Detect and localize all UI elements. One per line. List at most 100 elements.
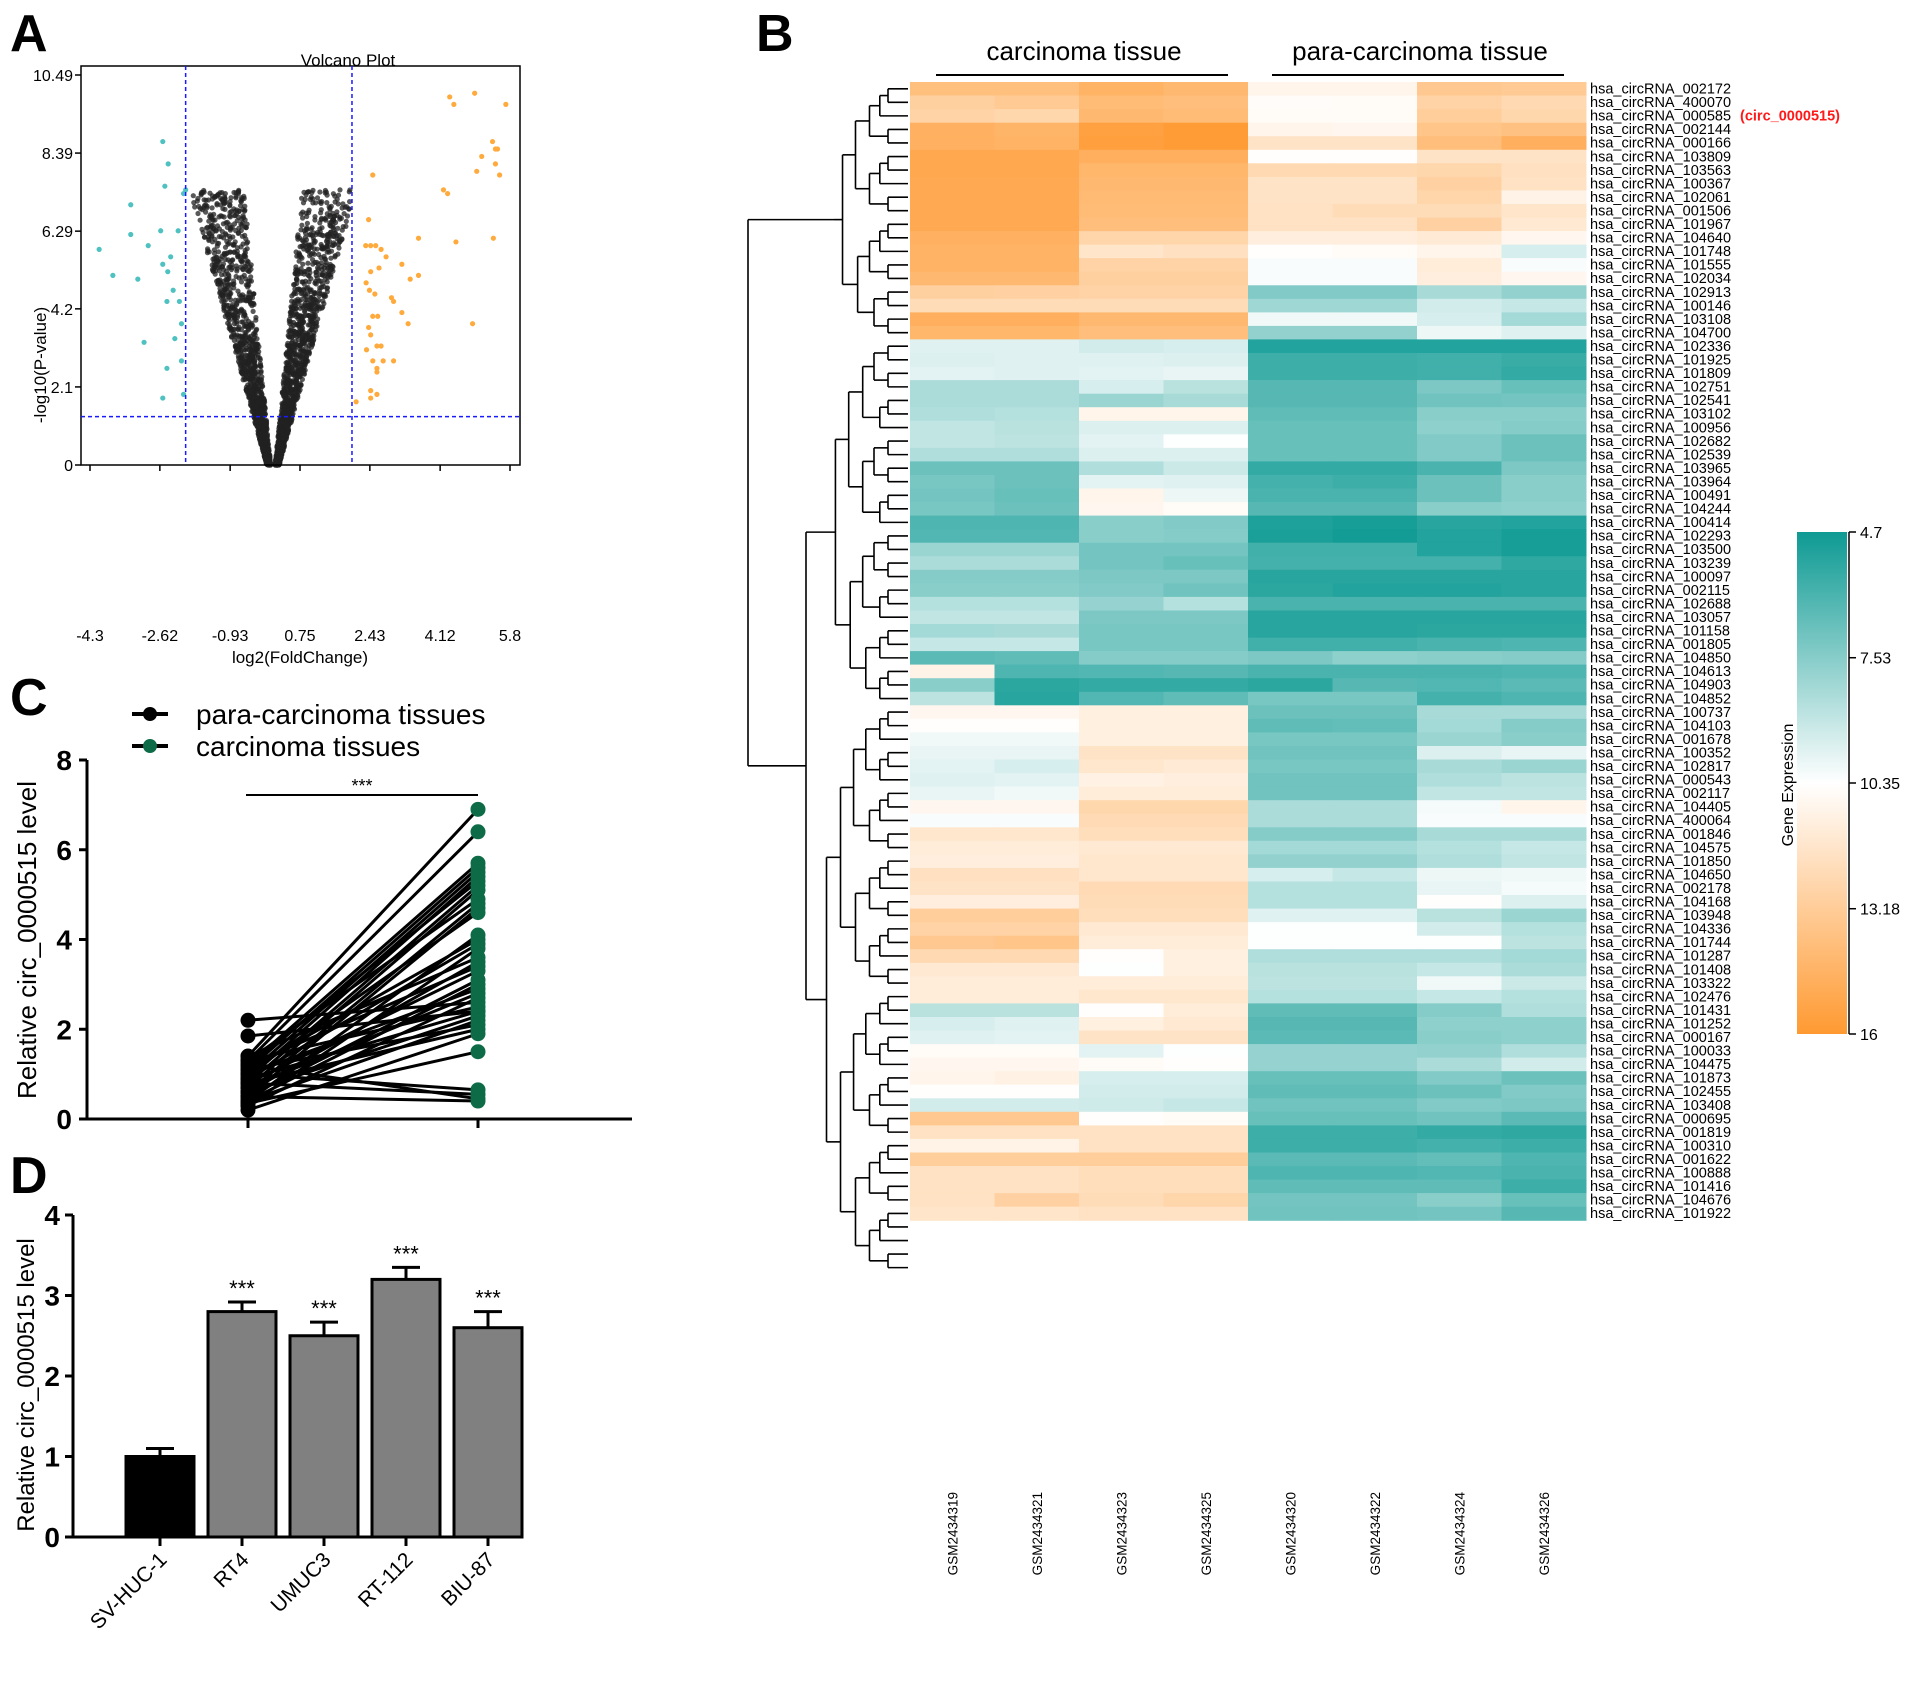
heatmap-cell bbox=[910, 271, 995, 286]
heatmap-cell bbox=[1163, 109, 1249, 124]
heatmap-cell bbox=[910, 786, 995, 801]
volcano-point-ns bbox=[195, 195, 201, 202]
heatmap-cell bbox=[1248, 624, 1333, 639]
volcano-point-ns bbox=[215, 249, 222, 255]
heatmap-cell bbox=[994, 258, 1080, 273]
heatmap-cell bbox=[910, 624, 995, 639]
heatmap-cell bbox=[910, 176, 995, 191]
volcano-point-ns bbox=[324, 266, 331, 272]
heatmap-cell bbox=[1079, 1098, 1164, 1113]
volcano-point-ns bbox=[303, 226, 309, 232]
volcano-point-ns bbox=[294, 392, 300, 398]
heatmap-cell bbox=[1163, 989, 1249, 1004]
volcano-point-ns bbox=[335, 192, 342, 198]
volcano-point-ns bbox=[308, 294, 314, 300]
heatmap-cell bbox=[994, 461, 1080, 476]
heatmap-cell bbox=[1332, 705, 1418, 720]
heatmap-cell bbox=[1079, 217, 1164, 232]
heatmap-cell bbox=[1501, 1193, 1587, 1208]
volcano-point-ns bbox=[213, 193, 220, 199]
heatmap-cell bbox=[1079, 1017, 1164, 1032]
heatmap-cell bbox=[1332, 217, 1418, 232]
heatmap-cell bbox=[1501, 258, 1587, 273]
volcano-point-ns bbox=[337, 187, 343, 193]
heatmap-cell bbox=[1332, 1084, 1418, 1099]
volcano-point-ns bbox=[292, 281, 298, 287]
heatmap-cell bbox=[1501, 434, 1587, 449]
heatmap-cell bbox=[1417, 461, 1502, 476]
volcano-point-ns bbox=[330, 242, 336, 248]
volcano-point-ns bbox=[229, 257, 235, 263]
heatmap-cell bbox=[994, 447, 1080, 462]
heatmap-cell bbox=[1501, 867, 1587, 882]
column-label: GSM2434319 bbox=[945, 1492, 960, 1575]
volcano-point-ns bbox=[197, 206, 203, 212]
heatmap-cell bbox=[1417, 82, 1502, 97]
heatmap-cell bbox=[910, 1206, 995, 1221]
heatmap-cell bbox=[994, 176, 1080, 191]
heatmap-cell bbox=[1332, 203, 1418, 218]
volcano-point-ns bbox=[322, 216, 328, 222]
volcano-point-ns bbox=[309, 190, 315, 196]
heatmap-cell bbox=[1332, 420, 1418, 435]
heatmap-cell bbox=[1501, 1030, 1587, 1045]
heatmap-cell bbox=[994, 746, 1080, 761]
heatmap-cell bbox=[1501, 312, 1587, 327]
heatmap-cell bbox=[1248, 1098, 1333, 1113]
heatmap-cell bbox=[1332, 1206, 1418, 1221]
heatmap-cell bbox=[1248, 759, 1333, 774]
heatmap-cell bbox=[1501, 949, 1587, 964]
heatmap-cell bbox=[994, 908, 1080, 923]
heatmap-cell bbox=[1332, 556, 1418, 571]
heatmap-cell bbox=[1163, 1111, 1249, 1126]
heatmap-cell bbox=[1417, 651, 1502, 666]
heatmap-cell bbox=[1079, 529, 1164, 544]
volcano-point-ns bbox=[228, 325, 234, 331]
heatmap-cell bbox=[1163, 542, 1249, 557]
heatmap-cell bbox=[1079, 1030, 1164, 1045]
heatmap-cell bbox=[1501, 109, 1587, 124]
bar-y-tick-label: 0 bbox=[44, 1522, 60, 1553]
heatmap-cell bbox=[994, 773, 1080, 788]
heatmap-cell bbox=[1417, 285, 1502, 300]
heatmap-cell bbox=[1332, 976, 1418, 991]
heatmap-cell bbox=[1417, 1166, 1502, 1181]
heatmap-cell bbox=[1079, 786, 1164, 801]
heatmap-cell bbox=[1417, 447, 1502, 462]
heatmap-cell bbox=[1332, 854, 1418, 869]
volcano-point-ns bbox=[288, 305, 295, 311]
heatmap-cell bbox=[1163, 380, 1249, 395]
heatmap-cell bbox=[1248, 312, 1333, 327]
volcano-point-ns bbox=[292, 289, 298, 295]
heatmap-cell bbox=[1163, 1017, 1249, 1032]
heatmap-cell bbox=[1332, 1098, 1418, 1113]
heatmap-cell bbox=[1501, 82, 1587, 97]
heatmap-cell bbox=[994, 380, 1080, 395]
heatmap-cell bbox=[910, 569, 995, 584]
heatmap-cell bbox=[910, 488, 995, 503]
heatmap-cell bbox=[910, 1017, 995, 1032]
heatmap-cell bbox=[994, 1030, 1080, 1045]
heatmap-cell bbox=[1079, 827, 1164, 842]
heatmap-cell bbox=[1417, 773, 1502, 788]
volcano-point-ns bbox=[234, 218, 240, 224]
volcano-point-ns bbox=[219, 281, 225, 287]
heatmap-cell bbox=[1501, 298, 1587, 313]
heatmap-cell bbox=[910, 217, 995, 232]
heatmap-cell bbox=[1501, 569, 1587, 584]
heatmap-cell bbox=[1417, 908, 1502, 923]
heatmap-cell bbox=[1163, 203, 1249, 218]
heatmap-cell bbox=[910, 583, 995, 598]
heatmap-cell bbox=[1501, 718, 1587, 733]
heatmap-cell bbox=[994, 827, 1080, 842]
significance-stars: *** bbox=[229, 1276, 255, 1301]
heatmap-cell bbox=[994, 922, 1080, 937]
heatmap-cell bbox=[1248, 691, 1333, 706]
heatmap-cell bbox=[1248, 773, 1333, 788]
heatmap-cell bbox=[1163, 298, 1249, 313]
heatmap-cell bbox=[910, 773, 995, 788]
volcano-point-ns bbox=[314, 195, 321, 201]
volcano-point-ns bbox=[237, 333, 243, 339]
heatmap-cell bbox=[910, 447, 995, 462]
heatmap-cell bbox=[994, 407, 1080, 422]
